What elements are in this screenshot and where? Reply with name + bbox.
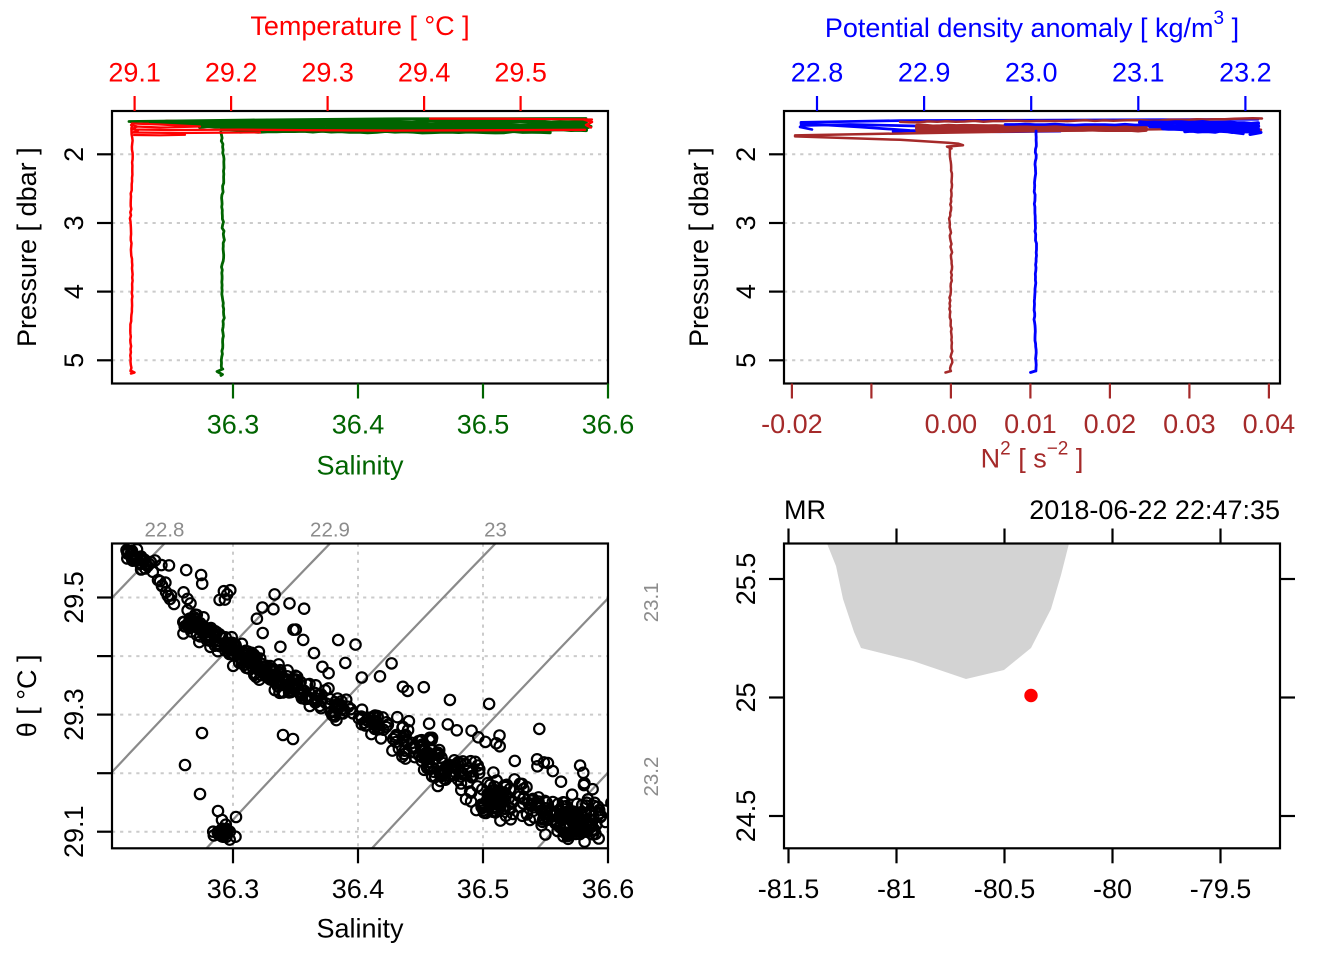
svg-text:Salinity: Salinity	[316, 914, 404, 944]
svg-text:3: 3	[59, 215, 89, 230]
svg-text:22.9: 22.9	[898, 58, 951, 88]
svg-text:36.3: 36.3	[207, 409, 260, 439]
svg-text:36.6: 36.6	[582, 874, 635, 904]
svg-text:23.2: 23.2	[640, 757, 663, 797]
svg-text:22.8: 22.8	[145, 519, 185, 542]
svg-text:23.1: 23.1	[640, 582, 663, 622]
svg-text:-0.02: -0.02	[761, 409, 823, 439]
svg-text:25.5: 25.5	[731, 553, 761, 606]
svg-text:0.04: 0.04	[1243, 409, 1296, 439]
svg-text:29.5: 29.5	[59, 571, 89, 624]
svg-text:2: 2	[731, 147, 761, 162]
svg-text:5: 5	[59, 353, 89, 368]
svg-text:29.2: 29.2	[205, 58, 258, 88]
svg-text:-81.5: -81.5	[758, 874, 820, 904]
svg-text:23.0: 23.0	[1005, 58, 1058, 88]
svg-text:Temperature [ °C ]: Temperature [ °C ]	[250, 11, 469, 41]
svg-text:N2 [ s−2 ]: N2 [ s−2 ]	[981, 439, 1084, 474]
svg-text:-80.5: -80.5	[974, 874, 1036, 904]
svg-text:36.4: 36.4	[332, 409, 385, 439]
svg-text:4: 4	[59, 284, 89, 299]
svg-text:22.9: 22.9	[310, 519, 350, 542]
svg-text:24.5: 24.5	[731, 790, 761, 843]
svg-text:Pressure [ dbar ]: Pressure [ dbar ]	[12, 147, 42, 347]
svg-text:29.3: 29.3	[301, 58, 354, 88]
svg-text:MR: MR	[784, 495, 826, 525]
svg-text:-80: -80	[1093, 874, 1132, 904]
svg-text:23: 23	[484, 519, 507, 542]
svg-text:36.5: 36.5	[457, 409, 510, 439]
svg-text:22.8: 22.8	[791, 58, 844, 88]
svg-text:0.03: 0.03	[1163, 409, 1216, 439]
svg-text:29.3: 29.3	[59, 688, 89, 741]
svg-text:4: 4	[731, 284, 761, 299]
svg-text:29.1: 29.1	[59, 805, 89, 858]
svg-text:3: 3	[731, 215, 761, 230]
svg-text:Pressure [ dbar ]: Pressure [ dbar ]	[684, 147, 714, 347]
svg-text:Salinity: Salinity	[316, 451, 404, 481]
svg-text:2: 2	[59, 147, 89, 162]
svg-text:0.02: 0.02	[1084, 409, 1137, 439]
svg-text:2018-06-22 22:47:35: 2018-06-22 22:47:35	[1029, 495, 1280, 525]
svg-text:23.2: 23.2	[1219, 58, 1272, 88]
svg-text:23.1: 23.1	[1112, 58, 1165, 88]
svg-text:θ [ °C ]: θ [ °C ]	[12, 654, 42, 737]
svg-text:-79.5: -79.5	[1190, 874, 1252, 904]
svg-text:5: 5	[731, 353, 761, 368]
svg-text:36.4: 36.4	[332, 874, 385, 904]
svg-text:29.5: 29.5	[494, 58, 547, 88]
svg-text:36.3: 36.3	[207, 874, 260, 904]
svg-text:0.01: 0.01	[1004, 409, 1057, 439]
svg-text:29.4: 29.4	[398, 58, 451, 88]
svg-text:0.00: 0.00	[925, 409, 978, 439]
svg-text:Potential density anomaly [ kg: Potential density anomaly [ kg/m3 ]	[825, 8, 1239, 43]
svg-text:29.1: 29.1	[108, 58, 161, 88]
svg-text:-81: -81	[877, 874, 916, 904]
svg-text:36.5: 36.5	[457, 874, 510, 904]
svg-text:36.6: 36.6	[582, 409, 635, 439]
svg-text:25: 25	[731, 682, 761, 712]
